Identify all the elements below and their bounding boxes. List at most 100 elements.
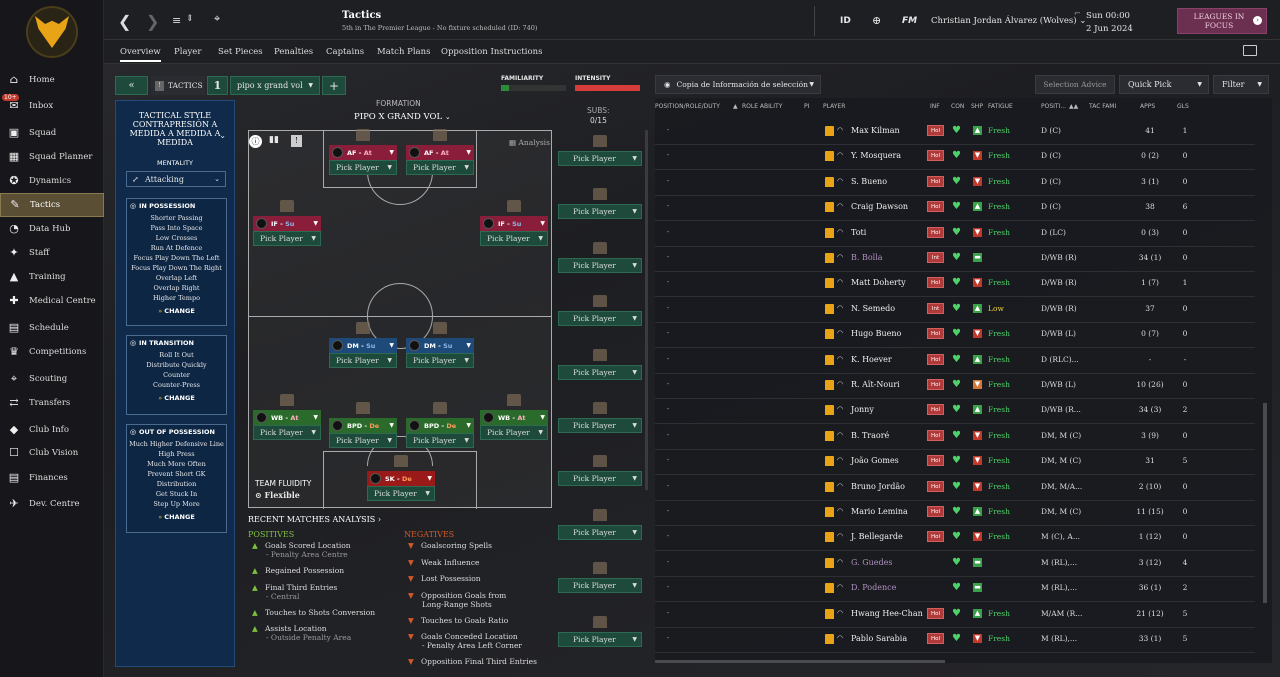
- sort-desc-icon[interactable]: ▲▲: [1069, 103, 1079, 110]
- analysis-item[interactable]: ▼ Goals Conceded Location - Penalty Area L…: [408, 632, 522, 650]
- sidebar-item-tactics[interactable]: ✎ Tactics: [0, 193, 104, 217]
- table-row[interactable]: - ◠ Craig Dawson Hol ♥ ▲ Fresh D (C) 38 6: [655, 196, 1255, 222]
- analysis-item[interactable]: ▲ Regained Possession: [252, 566, 344, 575]
- tab-set-pieces[interactable]: Set Pieces: [218, 47, 263, 57]
- fm-button[interactable]: FM: [902, 16, 918, 26]
- sub-pick-player-button[interactable]: Pick Player ▼: [558, 418, 642, 433]
- analysis-button[interactable]: ▦ Analysis: [509, 138, 550, 147]
- position-slot-dm[interactable]: DM - Su ▼ Pick Player ▼: [329, 338, 397, 368]
- sub-pick-player-button[interactable]: Pick Player ▼: [558, 364, 642, 380]
- player-name[interactable]: Craig Dawson: [851, 202, 909, 212]
- player-name[interactable]: N. Semedo: [851, 303, 896, 313]
- position-slot-if[interactable]: IF - Su ▼ Pick Player ▼: [480, 216, 548, 246]
- table-h-scrollbar[interactable]: [655, 660, 945, 663]
- col-tactical-familiarity[interactable]: TAC FAMI: [1089, 103, 1117, 110]
- sub-pick-player-button[interactable]: Pick Player ▼: [558, 631, 642, 647]
- pick-player-button[interactable]: Pick Player ▼: [406, 160, 474, 175]
- tab-captains[interactable]: Captains: [326, 47, 365, 57]
- pick-player-button[interactable]: Pick Player ▼: [329, 353, 397, 368]
- collapse-button[interactable]: «: [115, 76, 148, 95]
- table-row[interactable]: - ◠ Matt Doherty Hol ♥ ▼ Fresh D/WB (R) 1 (7) 1: [655, 272, 1255, 298]
- alert-icon[interactable]: !: [291, 135, 302, 147]
- pick-player-button[interactable]: Pick Player ▼: [367, 486, 435, 501]
- selection-advice-button[interactable]: Selection Advice: [1035, 75, 1115, 94]
- add-tactic-button[interactable]: +: [322, 76, 346, 95]
- col-position[interactable]: POSITION/ROLE/DUTY: [655, 103, 720, 110]
- selection-info-select[interactable]: ◉ Copia de Información de selección ▼: [655, 75, 821, 94]
- pick-player-button[interactable]: Pick Player ▼: [253, 425, 321, 440]
- pick-player-button[interactable]: Pick Player ▼: [406, 433, 474, 448]
- formation-select[interactable]: PIPO X GRAND VOL ⌄: [354, 112, 451, 122]
- sidebar-item-dynamics[interactable]: ✪ Dynamics: [0, 169, 104, 193]
- tab-opposition-instructions[interactable]: Opposition Instructions: [441, 47, 543, 57]
- pick-player-button[interactable]: Pick Player ▼: [329, 160, 397, 175]
- pick-player-button[interactable]: Pick Player ▼: [406, 353, 474, 368]
- subs-scrollbar[interactable]: [645, 130, 648, 490]
- position-slot-bpd[interactable]: BPD - De ▼ Pick Player ▼: [329, 418, 397, 448]
- pick-player-button[interactable]: Pick Player ▼: [329, 433, 397, 448]
- table-row[interactable]: - ◠ Bruno Jordão Hol ♥ ▼ Fresh DM, M/A... 2 (10)…: [655, 476, 1255, 501]
- col-player[interactable]: PLAYER: [823, 103, 846, 110]
- col-fatigue[interactable]: FATIGUE: [988, 103, 1013, 110]
- table-row[interactable]: - ◠ S. Bueno Hol ♥ ▼ Fresh D (C) 3 (1) 0: [655, 171, 1255, 196]
- position-slot-bpd[interactable]: BPD - De ▼ Pick Player ▼: [406, 418, 474, 448]
- sub-pick-player-button[interactable]: Pick Player ▼: [558, 151, 642, 166]
- role-selector[interactable]: WB - At ▼: [253, 410, 321, 425]
- col-pi[interactable]: PI: [804, 103, 810, 110]
- sidebar-item-medical-centre[interactable]: ✚ Medical Centre: [0, 289, 104, 313]
- sub-pick-player-button[interactable]: Pick Player ▼: [558, 257, 642, 273]
- player-name[interactable]: Toti: [851, 227, 867, 237]
- role-selector[interactable]: DM - Su ▼: [329, 338, 397, 353]
- quick-pick-button[interactable]: Quick Pick ▼: [1119, 75, 1209, 94]
- player-name[interactable]: D. Podence: [851, 583, 897, 593]
- sidebar-item-inbox[interactable]: ✉ 10+ Inbox: [0, 94, 104, 118]
- change-in-possession-button[interactable]: » CHANGE: [127, 303, 226, 319]
- sub-pick-player-button[interactable]: Pick Player ▼: [558, 471, 642, 487]
- recent-matches-title[interactable]: RECENT MATCHES ANALYSIS ›: [248, 515, 382, 524]
- table-row[interactable]: - ◠ Mario Lemina Hol ♥ ▲ Fresh DM, M (C) 11 (15)…: [655, 501, 1255, 526]
- sidebar-item-club-info[interactable]: ◆ Club Info: [0, 418, 104, 442]
- analysis-item[interactable]: ▼ Opposition Final Third Entries: [408, 657, 537, 666]
- col-apps[interactable]: APPS: [1140, 103, 1156, 110]
- sidebar-item-transfers[interactable]: ⇄ Transfers: [0, 391, 104, 415]
- sidebar-item-squad[interactable]: ▣ Squad: [0, 121, 104, 145]
- analysis-item[interactable]: ▲ Final Third Entries - Central: [252, 583, 337, 601]
- pick-player-button[interactable]: Pick Player ▼: [253, 231, 321, 246]
- analysis-item[interactable]: ▲ Goals Scored Location - Penalty Area Cen…: [252, 541, 351, 559]
- change-in-transition-button[interactable]: » CHANGE: [127, 390, 226, 406]
- player-name[interactable]: Y. Mosquera: [851, 151, 902, 161]
- position-slot-sk[interactable]: SK - De ▼ Pick Player ▼: [367, 471, 435, 501]
- player-name[interactable]: Pablo Sarabia: [851, 634, 908, 643]
- table-row[interactable]: - ◠ Pablo Sarabia Hol ♥ ▼ Fresh M (RL),... 33 (1…: [655, 628, 1255, 653]
- table-row[interactable]: - ◠ J. Bellegarde Hol ♥ ▼ Fresh M (C), A... 1 (1…: [655, 526, 1255, 552]
- player-name[interactable]: K. Hoever: [851, 354, 892, 364]
- table-row[interactable]: - ◠ G. Guedes ♥ ▬ M (RL),... 3 (12) 4: [655, 552, 1255, 577]
- history-chevron-icon[interactable]: ⇕: [186, 14, 194, 24]
- player-name[interactable]: S. Bueno: [851, 176, 888, 186]
- role-selector[interactable]: BPD - De ▼: [329, 418, 397, 433]
- role-selector[interactable]: BPD - De ▼: [406, 418, 474, 433]
- globe-icon[interactable]: ⊕: [872, 14, 882, 27]
- sidebar-item-club-vision[interactable]: ☐ Club Vision: [0, 441, 104, 465]
- role-selector[interactable]: IF - Su ▼: [253, 216, 321, 231]
- tab-match-plans[interactable]: Match Plans: [377, 47, 431, 57]
- player-name[interactable]: Matt Doherty: [851, 278, 906, 288]
- chevron-down-icon[interactable]: ⌄: [219, 131, 226, 140]
- bar-chart-icon[interactable]: ▮▮: [269, 135, 279, 145]
- player-name[interactable]: Hugo Bueno: [851, 329, 902, 339]
- col-inf[interactable]: INF: [930, 103, 940, 110]
- tab-player[interactable]: Player: [174, 47, 202, 57]
- table-row[interactable]: - ◠ Hugo Bueno Hol ♥ ▼ Fresh D/WB (L) 0 (7) 0: [655, 323, 1255, 349]
- role-selector[interactable]: DM - Su ▼: [406, 338, 474, 353]
- col-con[interactable]: CON: [951, 103, 965, 110]
- position-slot-if[interactable]: IF - Su ▼ Pick Player ▼: [253, 216, 321, 246]
- monitor-icon[interactable]: [1243, 45, 1257, 56]
- tactical-style-name[interactable]: CONTRAPRESIÓN A MEDIDA A MEDIDA A MEDIDA: [129, 120, 221, 147]
- role-selector[interactable]: SK - De ▼: [367, 471, 435, 486]
- table-row[interactable]: - ◠ B. Bolla Int ♥ ▬ D/WB (R) 34 (1) 0: [655, 247, 1255, 272]
- tactic-name-select[interactable]: pipo x grand vol ▼: [230, 76, 320, 95]
- sub-pick-player-button[interactable]: Pick Player ▼: [558, 524, 642, 540]
- analysis-item[interactable]: ▲ Assists Location - Outside Penalty Area: [252, 624, 351, 642]
- sidebar-item-competitions[interactable]: ♛ Competitions: [0, 340, 104, 364]
- table-row[interactable]: - ◠ Hwang Hee-Chan Hol ♥ ▲ Fresh M/AM (R... 21 (…: [655, 603, 1255, 628]
